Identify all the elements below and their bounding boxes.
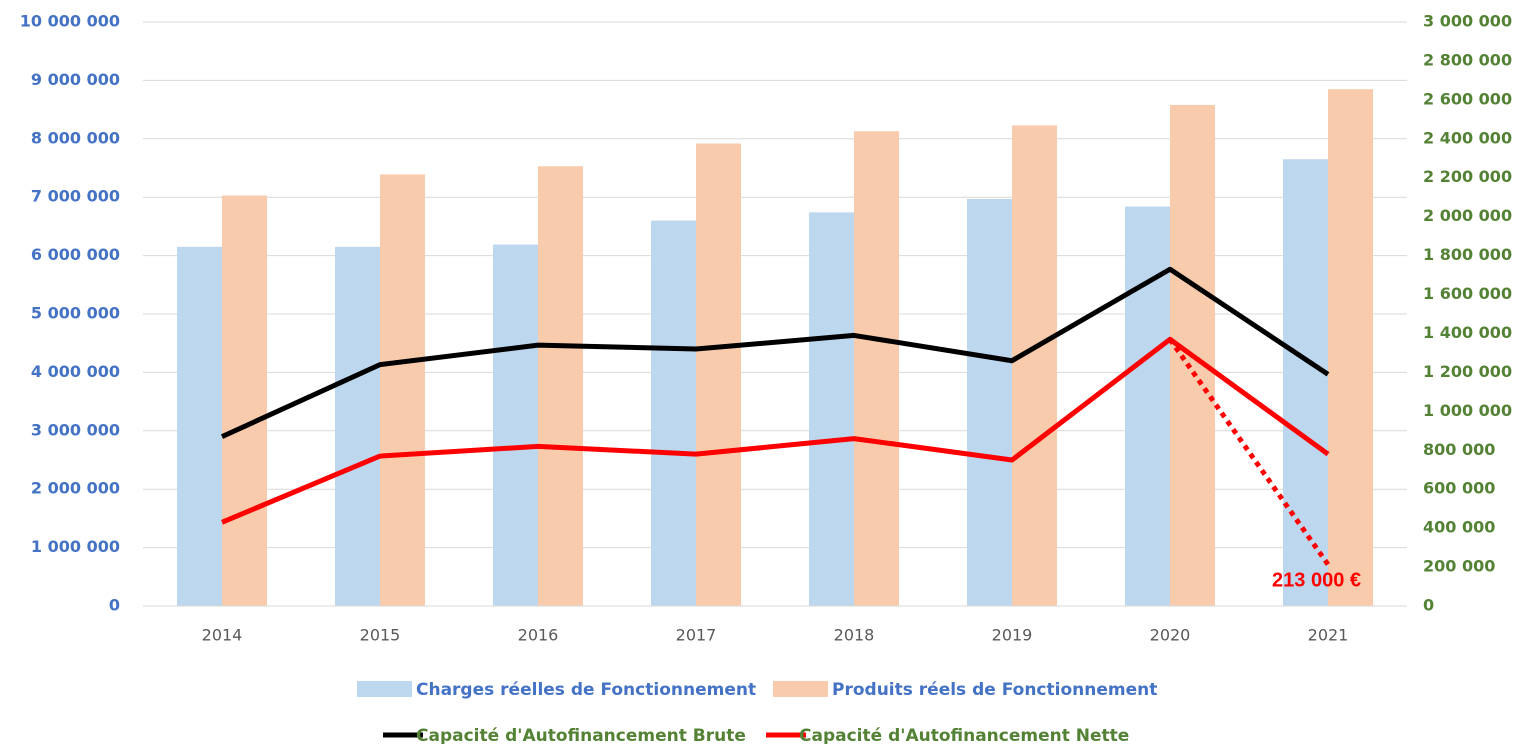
x-tick-label: 2020	[1150, 626, 1191, 645]
y2-tick-label: 600 000	[1423, 479, 1495, 498]
y-tick-label: 8 000 000	[31, 128, 120, 147]
annotation: 213 000 €	[1272, 569, 1361, 591]
bar	[380, 174, 425, 606]
x-tick-label: 2018	[834, 626, 875, 645]
y2-tick-label: 200 000	[1423, 557, 1495, 576]
y2-tick-label: 2 400 000	[1423, 128, 1512, 147]
y2-tick-label: 400 000	[1423, 518, 1495, 537]
y2-tick-label: 2 200 000	[1423, 167, 1512, 186]
y2-tick-label: 1 800 000	[1423, 245, 1512, 264]
x-tick-label: 2016	[518, 626, 559, 645]
bar	[967, 198, 1012, 606]
y-tick-label: 2 000 000	[31, 479, 120, 498]
bar	[1012, 125, 1057, 607]
y-tick-label: 4 000 000	[31, 362, 120, 381]
bar	[177, 246, 222, 606]
bar	[1125, 206, 1170, 606]
bar	[222, 195, 267, 606]
bar	[651, 220, 696, 606]
bar	[854, 131, 899, 606]
line	[220, 266, 1330, 439]
bar	[1283, 159, 1328, 607]
y2-tick-label: 3 000 000	[1423, 12, 1512, 31]
y2-tick-label: 1 200 000	[1423, 362, 1512, 381]
x-tick-label: 2015	[360, 626, 401, 645]
legend-swatch	[357, 681, 412, 697]
y2-tick-label: 1 600 000	[1423, 284, 1512, 303]
y-tick-label: 1 000 000	[31, 537, 120, 556]
y-tick-label: 6 000 000	[31, 245, 120, 264]
y2-tick-label: 2 600 000	[1423, 89, 1512, 108]
y-tick-label: 7 000 000	[31, 187, 120, 206]
x-tick-label: 2017	[676, 626, 717, 645]
y-tick-label: 0	[109, 596, 120, 615]
y2-tick-label: 1 000 000	[1423, 401, 1512, 420]
bar	[538, 166, 583, 607]
y-tick-label: 3 000 000	[31, 420, 120, 439]
bar	[809, 212, 854, 606]
legend-label: Produits réels de Fonctionnement	[832, 680, 1157, 700]
y2-tick-label: 800 000	[1423, 440, 1495, 459]
y-tick-label: 9 000 000	[31, 70, 120, 89]
x-tick-label: 2014	[202, 626, 243, 645]
bar	[493, 244, 538, 606]
bar	[335, 246, 380, 606]
legend-swatch	[773, 681, 828, 697]
y2-tick-label: 0	[1423, 596, 1434, 615]
bar	[1328, 89, 1373, 606]
y-tick-label: 5 000 000	[31, 304, 120, 323]
y2-tick-label: 2 000 000	[1423, 206, 1512, 225]
y2-tick-label: 2 800 000	[1423, 50, 1512, 69]
y-tick-label: 10 000 000	[20, 12, 120, 31]
legend-label: Charges réelles de Fonctionnement	[416, 680, 756, 700]
legend-label: Capacité d'Autofinancement Brute	[416, 726, 746, 744]
x-tick-label: 2019	[992, 626, 1033, 645]
legend-label: Capacité d'Autofinancement Nette	[799, 726, 1129, 744]
bar	[696, 143, 741, 607]
x-tick-label: 2021	[1308, 626, 1349, 645]
y2-tick-label: 1 400 000	[1423, 323, 1512, 342]
line	[221, 336, 1330, 525]
